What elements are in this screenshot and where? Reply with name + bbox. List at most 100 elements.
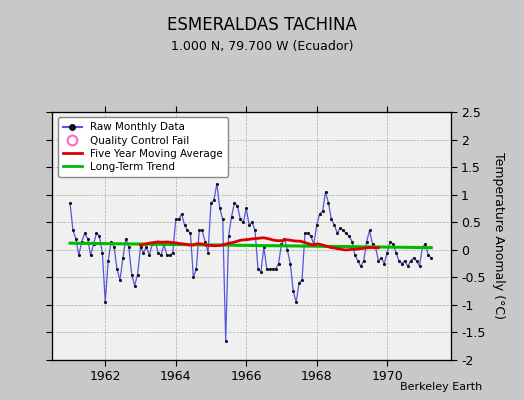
Point: [286, 260, 294, 267]
Point: [374, 258, 383, 264]
Point: [260, 244, 268, 250]
Text: 1.000 N, 79.700 W (Ecuador): 1.000 N, 79.700 W (Ecuador): [171, 40, 353, 53]
Point: [122, 236, 130, 242]
Point: [230, 200, 238, 206]
Point: [292, 299, 300, 305]
Point: [368, 241, 377, 248]
Point: [342, 230, 350, 236]
Y-axis label: Temperature Anomaly (°C): Temperature Anomaly (°C): [492, 152, 505, 320]
Point: [248, 219, 256, 226]
Point: [139, 249, 148, 256]
Point: [154, 249, 162, 256]
Point: [407, 258, 415, 264]
Point: [74, 252, 83, 258]
Point: [345, 233, 353, 239]
Point: [171, 216, 180, 223]
Point: [257, 269, 265, 275]
Point: [92, 230, 101, 236]
Text: Berkeley Earth: Berkeley Earth: [400, 382, 482, 392]
Point: [113, 266, 121, 272]
Point: [198, 227, 206, 234]
Point: [301, 230, 309, 236]
Point: [348, 238, 356, 245]
Point: [145, 252, 154, 258]
Point: [189, 274, 198, 280]
Point: [130, 282, 139, 289]
Point: [233, 202, 242, 209]
Point: [180, 222, 189, 228]
Point: [81, 230, 89, 236]
Point: [69, 227, 77, 234]
Point: [339, 227, 347, 234]
Point: [427, 255, 435, 261]
Point: [192, 266, 201, 272]
Point: [174, 216, 183, 223]
Point: [354, 258, 362, 264]
Point: [280, 236, 289, 242]
Point: [359, 258, 368, 264]
Point: [409, 255, 418, 261]
Point: [195, 227, 203, 234]
Point: [319, 208, 327, 214]
Point: [204, 249, 212, 256]
Point: [125, 244, 133, 250]
Point: [104, 258, 112, 264]
Point: [336, 224, 344, 231]
Point: [324, 200, 333, 206]
Point: [239, 219, 247, 226]
Point: [304, 230, 312, 236]
Point: [277, 241, 286, 248]
Point: [289, 288, 298, 294]
Legend: Raw Monthly Data, Quality Control Fail, Five Year Moving Average, Long-Term Tren: Raw Monthly Data, Quality Control Fail, …: [58, 117, 228, 177]
Point: [392, 249, 400, 256]
Point: [215, 205, 224, 212]
Point: [186, 230, 194, 236]
Point: [412, 258, 421, 264]
Point: [219, 216, 227, 223]
Point: [151, 238, 159, 245]
Point: [310, 241, 318, 248]
Point: [127, 271, 136, 278]
Point: [330, 222, 339, 228]
Point: [160, 241, 168, 248]
Point: [227, 214, 236, 220]
Point: [78, 238, 86, 245]
Point: [207, 200, 215, 206]
Point: [178, 211, 186, 217]
Point: [403, 263, 412, 270]
Point: [222, 338, 230, 344]
Point: [365, 227, 374, 234]
Point: [254, 266, 262, 272]
Point: [386, 238, 395, 245]
Point: [224, 233, 233, 239]
Point: [271, 266, 280, 272]
Point: [89, 241, 97, 248]
Point: [116, 277, 124, 283]
Point: [307, 233, 315, 239]
Point: [380, 260, 388, 267]
Point: [86, 252, 95, 258]
Point: [416, 263, 424, 270]
Point: [312, 222, 321, 228]
Point: [424, 252, 432, 258]
Point: [401, 258, 409, 264]
Point: [98, 249, 106, 256]
Point: [321, 189, 330, 195]
Point: [83, 236, 92, 242]
Point: [157, 252, 165, 258]
Point: [110, 244, 118, 250]
Point: [333, 230, 342, 236]
Point: [163, 252, 171, 258]
Point: [298, 277, 306, 283]
Point: [210, 197, 218, 203]
Point: [72, 236, 80, 242]
Point: [95, 233, 104, 239]
Point: [275, 260, 283, 267]
Point: [142, 244, 150, 250]
Point: [421, 241, 430, 248]
Text: ESMERALDAS TACHINA: ESMERALDAS TACHINA: [167, 16, 357, 34]
Point: [201, 238, 209, 245]
Point: [101, 299, 110, 305]
Point: [268, 266, 277, 272]
Point: [418, 244, 427, 250]
